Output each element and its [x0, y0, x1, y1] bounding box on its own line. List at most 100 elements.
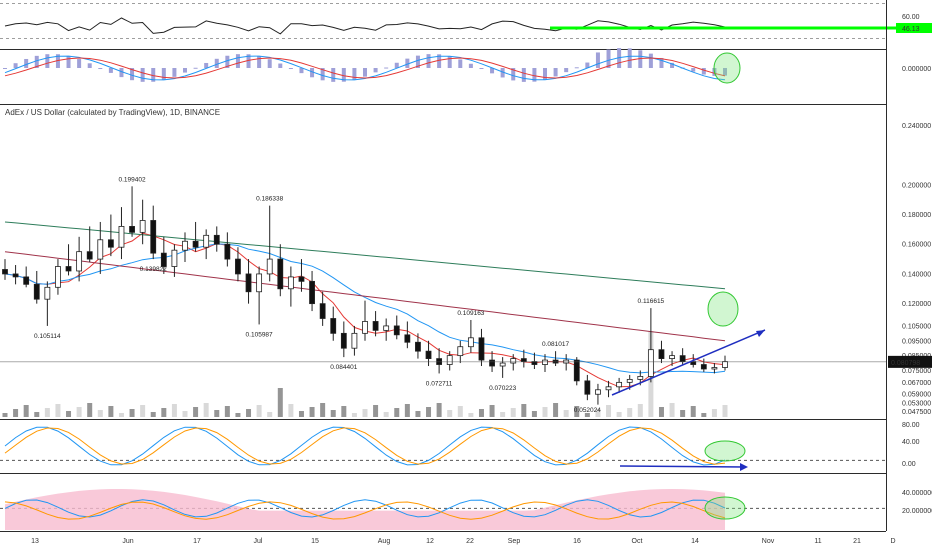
volume-bar [44, 408, 50, 417]
stoch-arrow-head [740, 463, 748, 471]
volume-bar [13, 409, 19, 417]
candle [319, 291, 326, 326]
candle-body [393, 325, 400, 336]
volume-bar [500, 412, 506, 417]
candle-body [425, 350, 432, 359]
candle-body [224, 243, 231, 260]
candle-body [542, 359, 548, 365]
macd-histogram-bar [130, 68, 135, 81]
candle-body [33, 283, 40, 300]
price-axis[interactable]: 0.240000 0.200000 0.180000 0.160000 0.140000… [888, 14, 932, 515]
volume-bar [722, 405, 728, 417]
candle-body [489, 359, 495, 367]
candle-body [150, 220, 157, 254]
candle-body [203, 234, 210, 248]
macd-histogram-bar [214, 58, 219, 68]
candle [700, 358, 707, 372]
macd-histogram-bar [267, 59, 272, 68]
candle [404, 321, 411, 349]
date-tick-label: Jun [122, 538, 133, 545]
candle [499, 357, 506, 378]
macd-histogram-bar [405, 58, 410, 68]
candle [351, 325, 358, 356]
dmi-tick-label: 20.000000 [902, 508, 932, 515]
candle-body [711, 367, 718, 370]
volume-bar [330, 410, 336, 417]
date-axis[interactable]: 13 Jun 17 Jul 15 Aug 12 22 Sep 16 Oct 14 Nov 11 21 D [31, 538, 895, 545]
macd-histogram-bar [384, 67, 389, 69]
macd-histogram-bar [394, 62, 399, 68]
volume-bar [680, 410, 686, 417]
macd-histogram-bar [299, 68, 304, 74]
candle-body [595, 389, 601, 395]
candle-body [351, 332, 358, 349]
volume-bar [616, 412, 622, 417]
candle [12, 265, 19, 285]
price-annotation: 0.081017 [542, 341, 569, 348]
date-tick-label: 13 [31, 538, 39, 545]
volume-bar [87, 403, 93, 417]
volume-bar [298, 411, 304, 417]
candle-body [319, 303, 326, 319]
macd-histogram-bar [352, 68, 357, 80]
candle-body [2, 269, 8, 275]
rsi-pane [0, 3, 932, 50]
candle-body [160, 252, 167, 267]
volume-bar [690, 406, 696, 417]
candle [711, 363, 718, 374]
macd-histogram-bar [55, 54, 60, 68]
candle [552, 351, 559, 367]
macd-histogram-bar [564, 68, 569, 73]
candle [256, 266, 263, 325]
macd-histogram-bar [585, 62, 590, 68]
candle-body [182, 240, 188, 251]
candle-body [309, 280, 315, 305]
price-tick-label: 0.105000 [902, 323, 931, 330]
candle [340, 321, 347, 358]
volume-bar [246, 409, 252, 417]
candle-body [235, 258, 241, 275]
price-tick-label: 0.200000 [902, 182, 931, 189]
candle-body [616, 381, 623, 388]
candle-body [520, 358, 527, 362]
price-tick-label: 0.095000 [902, 338, 931, 345]
volume-bar [553, 403, 559, 417]
last-price-badge [888, 355, 932, 368]
macd-histogram-bar [511, 68, 516, 81]
date-tick-label: Sep [508, 538, 521, 545]
candle-body [65, 266, 72, 272]
candle [33, 270, 40, 304]
price-annotation: 0.070223 [489, 385, 516, 392]
candle [446, 351, 453, 371]
volume-bar [351, 413, 357, 417]
volume-bar [76, 407, 82, 417]
macd-histogram-bar [458, 59, 463, 68]
candle-body [626, 378, 633, 383]
macd-histogram-bar [627, 48, 632, 68]
macd-tick-label: 0.000000 [902, 66, 931, 73]
candle-body [44, 286, 51, 300]
candle-body [584, 380, 591, 395]
macd-histogram-bar [606, 49, 611, 68]
chart-title: AdEx / US Dollar (calculated by TradingV… [5, 108, 220, 117]
candle [595, 383, 601, 405]
candle-body [107, 239, 114, 248]
volume-bar [373, 405, 379, 417]
candle [393, 315, 400, 340]
volume-bar [606, 405, 612, 417]
date-tick-label: 12 [426, 538, 434, 545]
price-tick-label: 0.053000 [902, 401, 931, 408]
stoch-tick-label: 0.00 [902, 461, 916, 468]
macd-histogram-bar [595, 52, 600, 68]
volume-bar [404, 404, 410, 417]
macd-histogram-bar [468, 63, 473, 68]
candle [171, 244, 178, 277]
price-annotation: 0.052024 [574, 407, 601, 414]
macd-histogram-bar [257, 56, 262, 68]
macd-histogram-bar [701, 68, 706, 75]
candle-body [97, 239, 104, 260]
volume-bar [595, 409, 601, 417]
volume-bar [341, 406, 347, 417]
macd-histogram-bar [532, 68, 537, 82]
highlight-ellipse [707, 291, 739, 327]
